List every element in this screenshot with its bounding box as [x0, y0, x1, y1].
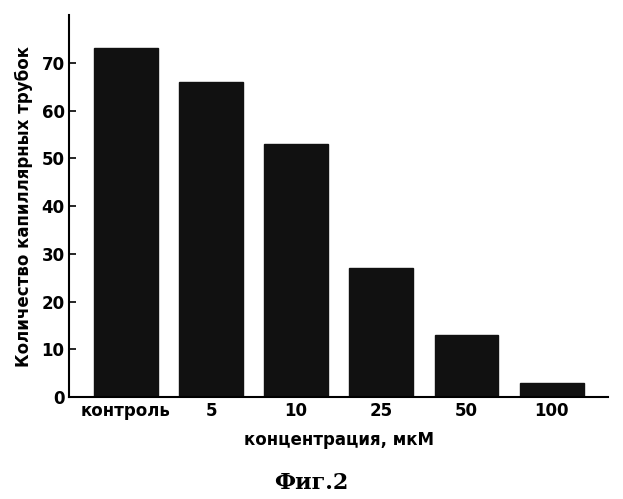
Y-axis label: Количество капиллярных трубок: Количество капиллярных трубок — [15, 45, 33, 367]
Bar — [434, 335, 498, 397]
X-axis label: концентрация, мкМ: концентрация, мкМ — [244, 431, 434, 449]
Text: Фиг.2: Фиг.2 — [274, 472, 349, 494]
Bar — [264, 144, 328, 397]
Bar — [520, 383, 584, 397]
Bar — [94, 48, 158, 397]
Bar — [350, 268, 413, 397]
Bar — [179, 82, 243, 397]
